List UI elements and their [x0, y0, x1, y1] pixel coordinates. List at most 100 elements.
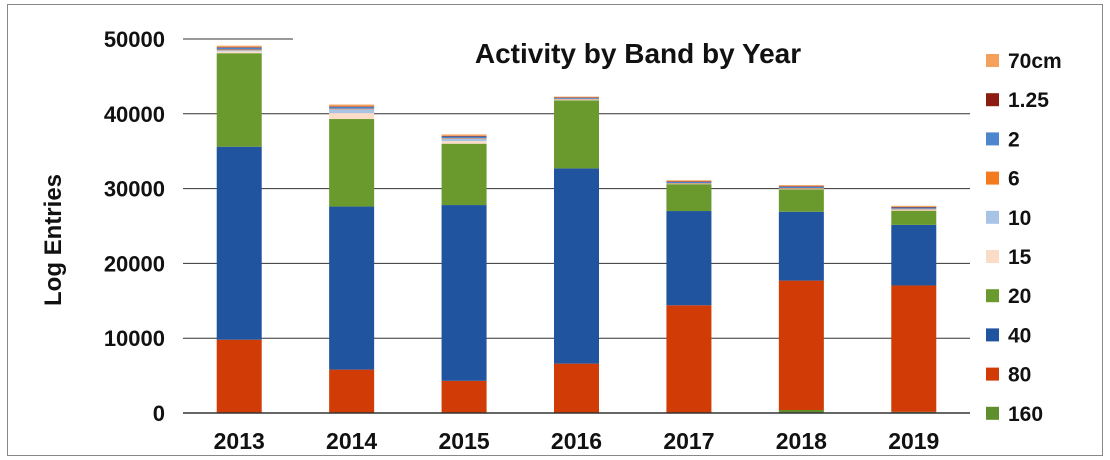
legend-swatch	[986, 328, 999, 342]
legend-swatch	[986, 93, 999, 107]
bar-segment-70cm-2013	[216, 45, 262, 48]
y-tick-label: 10000	[104, 326, 165, 351]
legend-item: 6	[986, 168, 1020, 191]
bar-segment-20-2013	[216, 53, 262, 147]
y-axis-label: Log Entries	[40, 174, 67, 306]
bar-segment-70cm-2015	[441, 134, 487, 136]
legend-label: 20	[1008, 285, 1031, 308]
legend-item: 1.25	[986, 89, 1049, 112]
bar-segment-2-2014	[329, 106, 375, 109]
legend-label: 15	[1008, 246, 1032, 269]
bar-segment-15-2018	[778, 188, 824, 190]
y-tick-label: 30000	[104, 177, 165, 202]
bar-segment-40-2014	[329, 206, 375, 370]
legend: 70cm 1.25 2 6 10 15 20 40 80 160	[986, 50, 1062, 426]
legend-label: 80	[1008, 364, 1031, 387]
legend-swatch	[986, 210, 999, 224]
legend-label: 40	[1008, 324, 1031, 347]
bar-segment-20-2018	[778, 189, 824, 212]
bar-segment-6-2016	[554, 98, 599, 100]
y-tick-label: 50000	[104, 27, 165, 52]
bar-segment-1_25-2013	[216, 47, 262, 48]
legend-label: 10	[1008, 207, 1031, 230]
legend-item: 70cm	[986, 50, 1062, 73]
legend-item: 10	[986, 207, 1031, 230]
bar-segment-80-2016	[554, 363, 599, 413]
bar-segment-80-2017	[666, 305, 712, 413]
bar-segment-20-2014	[329, 119, 375, 207]
bar-segment-1_25-2018	[778, 186, 824, 187]
bar-segment-6-2019	[891, 208, 937, 210]
legend-label: 160	[1008, 403, 1043, 426]
bar-segment-70cm-2016	[554, 96, 599, 98]
bar-segment-1_25-2015	[441, 135, 487, 137]
axes: 0 10000 20000 30000 40000 50000 2013 2014 2015 20…	[104, 27, 970, 454]
bar-segment-6-2018	[778, 188, 824, 189]
y-tick-label: 40000	[104, 102, 165, 127]
bar-segment-2-2017	[666, 181, 712, 184]
legend-swatch	[986, 406, 999, 420]
bar-segment-10-2015	[441, 138, 487, 142]
bar-segment-2-2019	[891, 207, 937, 209]
bar-segment-10-2016	[554, 99, 599, 100]
legend-label: 70cm	[1008, 50, 1062, 73]
bar-segment-40-2015	[441, 205, 487, 381]
bar-segment-20-2016	[554, 100, 599, 169]
legend-swatch	[986, 54, 999, 67]
chart-frame: 0 10000 20000 30000 40000 50000 2013 2014 2015 20…	[7, 4, 1103, 456]
bar-segment-1_25-2014	[329, 106, 375, 107]
bar-segment-15-2019	[891, 209, 937, 211]
bar-segment-10-2014	[329, 109, 375, 114]
bar-segment-6-2013	[216, 49, 262, 51]
bar-segment-20-2019	[891, 210, 937, 225]
bar-segment-2-2018	[778, 186, 824, 189]
legend-swatch	[986, 171, 999, 185]
bars	[216, 45, 937, 413]
bar-segment-40-2017	[666, 211, 712, 306]
bar-segment-80-2018	[778, 280, 824, 411]
legend-item: 2	[986, 128, 1020, 151]
chart-title: Activity by Band by Year	[475, 38, 801, 69]
legend-item: 15	[986, 246, 1032, 269]
legend-item: 160	[986, 403, 1043, 426]
bar-segment-70cm-2017	[666, 180, 712, 182]
bar-segment-15-2017	[666, 183, 712, 185]
bar-segment-70cm-2014	[329, 104, 375, 107]
bar-segment-70cm-2018	[778, 185, 824, 187]
x-tick-label: 2016	[551, 428, 602, 454]
bar-segment-40-2016	[554, 168, 599, 364]
bar-segment-10-2017	[666, 183, 712, 184]
bar-segment-1_25-2019	[891, 206, 937, 208]
bar-segment-80-2019	[891, 285, 937, 412]
bar-segment-2-2013	[216, 47, 262, 50]
bar-segment-15-2016	[554, 99, 599, 101]
bar-segment-80-2015	[441, 380, 487, 413]
bar-segment-2-2016	[554, 97, 599, 99]
legend-label: 6	[1008, 168, 1020, 191]
bar-segment-20-2015	[441, 143, 487, 206]
bar-segment-40-2013	[216, 146, 262, 340]
bar-segment-1_25-2016	[554, 97, 599, 98]
bar-segment-10-2013	[216, 50, 262, 52]
legend-item: 40	[986, 324, 1031, 347]
bar-segment-160-2018	[778, 410, 824, 413]
x-tick-label: 2015	[438, 428, 489, 454]
x-tick-label: 2014	[326, 428, 377, 454]
bar-segment-10-2019	[891, 209, 937, 210]
legend-swatch	[986, 289, 999, 303]
x-tick-label: 2018	[776, 428, 827, 454]
legend-swatch	[986, 250, 999, 263]
y-tick-label: 0	[153, 401, 165, 426]
x-tick-label: 2019	[888, 428, 939, 454]
bar-segment-80-2014	[329, 369, 375, 413]
legend-swatch	[986, 132, 999, 146]
bar-segment-10-2018	[778, 188, 824, 190]
bar-segment-15-2013	[216, 51, 262, 54]
legend-label: 1.25	[1008, 89, 1049, 112]
bar-segment-1_25-2017	[666, 181, 712, 182]
bar-segment-80-2013	[216, 339, 262, 413]
bar-segment-6-2015	[441, 138, 487, 139]
bar-segment-6-2017	[666, 183, 712, 184]
bar-segment-40-2018	[778, 211, 824, 281]
